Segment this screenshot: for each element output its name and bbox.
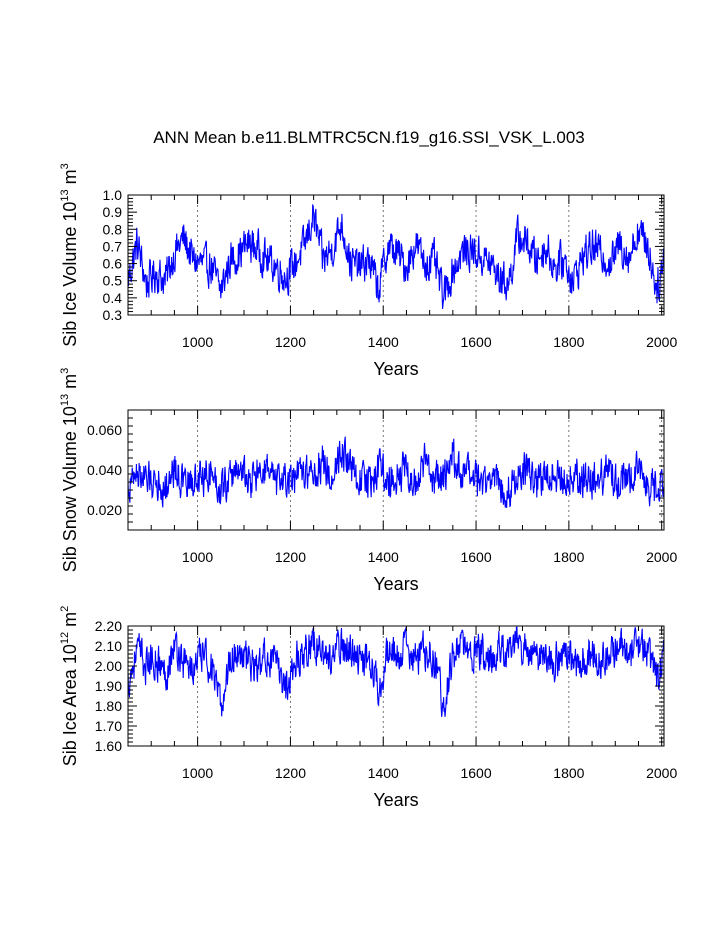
x-tick-label: 1800 xyxy=(553,765,584,781)
y-tick-label: 0.5 xyxy=(103,273,123,289)
x-tick-label: 1600 xyxy=(460,334,491,350)
x-tick-label: 2000 xyxy=(646,765,677,781)
y-tick-label: 1.80 xyxy=(95,698,122,714)
series-line xyxy=(127,626,665,717)
x-tick-label: 1200 xyxy=(275,765,306,781)
y-tick-label: 0.020 xyxy=(87,502,122,518)
x-tick-label: 2000 xyxy=(646,334,677,350)
x-axis-label: Years xyxy=(373,790,418,810)
y-tick-label: 1.60 xyxy=(95,738,122,754)
plot-frame xyxy=(127,194,665,316)
series-line xyxy=(127,203,665,310)
panels: 1000 1200 1400 1600 1800 20000.30.40.50.60.70… xyxy=(59,163,677,810)
y-tick-label: 0.9 xyxy=(103,204,123,220)
x-tick-label: 1800 xyxy=(553,334,584,350)
y-tick-label: 0.060 xyxy=(87,422,122,438)
x-tick-label: 1400 xyxy=(368,765,399,781)
figure-title: ANN Mean b.e11.BLMTRC5CN.f19_g16.SSI_VSK… xyxy=(153,128,585,147)
x-tick-label: 1800 xyxy=(553,549,584,565)
plot-frame xyxy=(127,409,665,531)
x-tick-label: 2000 xyxy=(646,549,677,565)
y-tick-label: 1.70 xyxy=(95,718,122,734)
panel-3: 1000 1200 1400 1600 1800 2000 1.60 1.70 1.80 1.90… xyxy=(59,606,677,810)
y-tick-label: 1.0 xyxy=(103,187,123,203)
y-tick-label: 1.90 xyxy=(95,678,122,694)
x-tick-label: 1600 xyxy=(460,549,491,565)
panel-1: 1000 1200 1400 1600 1800 20000.30.40.50.60.70… xyxy=(59,163,677,379)
y-axis-label: Sib Snow Volume 1013 m3 xyxy=(59,368,80,572)
series-line xyxy=(127,436,665,508)
y-axis-label: Sib Ice Volume 1013 m3 xyxy=(59,163,80,346)
x-tick-label: 1400 xyxy=(368,549,399,565)
y-tick-label: 0.040 xyxy=(87,462,122,478)
y-tick-label: 2.20 xyxy=(95,618,122,634)
x-tick-label: 1200 xyxy=(275,549,306,565)
x-tick-label: 1000 xyxy=(182,549,213,565)
x-tick-label: 1400 xyxy=(368,334,399,350)
x-tick-label: 1200 xyxy=(275,334,306,350)
y-tick-label: 0.4 xyxy=(103,290,123,306)
x-tick-label: 1000 xyxy=(182,765,213,781)
panel-2: 1000 1200 1400 1600 1800 2000 0.020 0.040 0.060 Y… xyxy=(59,368,677,594)
x-tick-label: 1600 xyxy=(460,765,491,781)
y-tick-label: 2.00 xyxy=(95,658,122,674)
plot-frame xyxy=(127,625,665,747)
y-tick-label: 0.6 xyxy=(103,256,123,272)
y-tick-label: 2.10 xyxy=(95,638,122,654)
y-axis-label: Sib Ice Area 1012 m2 xyxy=(59,606,80,766)
y-tick-label: 0.7 xyxy=(103,238,123,254)
x-axis-label: Years xyxy=(373,574,418,594)
x-axis-label: Years xyxy=(373,359,418,379)
y-tick-label: 0.8 xyxy=(103,221,123,237)
y-tick-label: 0.3 xyxy=(103,307,123,323)
x-tick-label: 1000 xyxy=(182,334,213,350)
